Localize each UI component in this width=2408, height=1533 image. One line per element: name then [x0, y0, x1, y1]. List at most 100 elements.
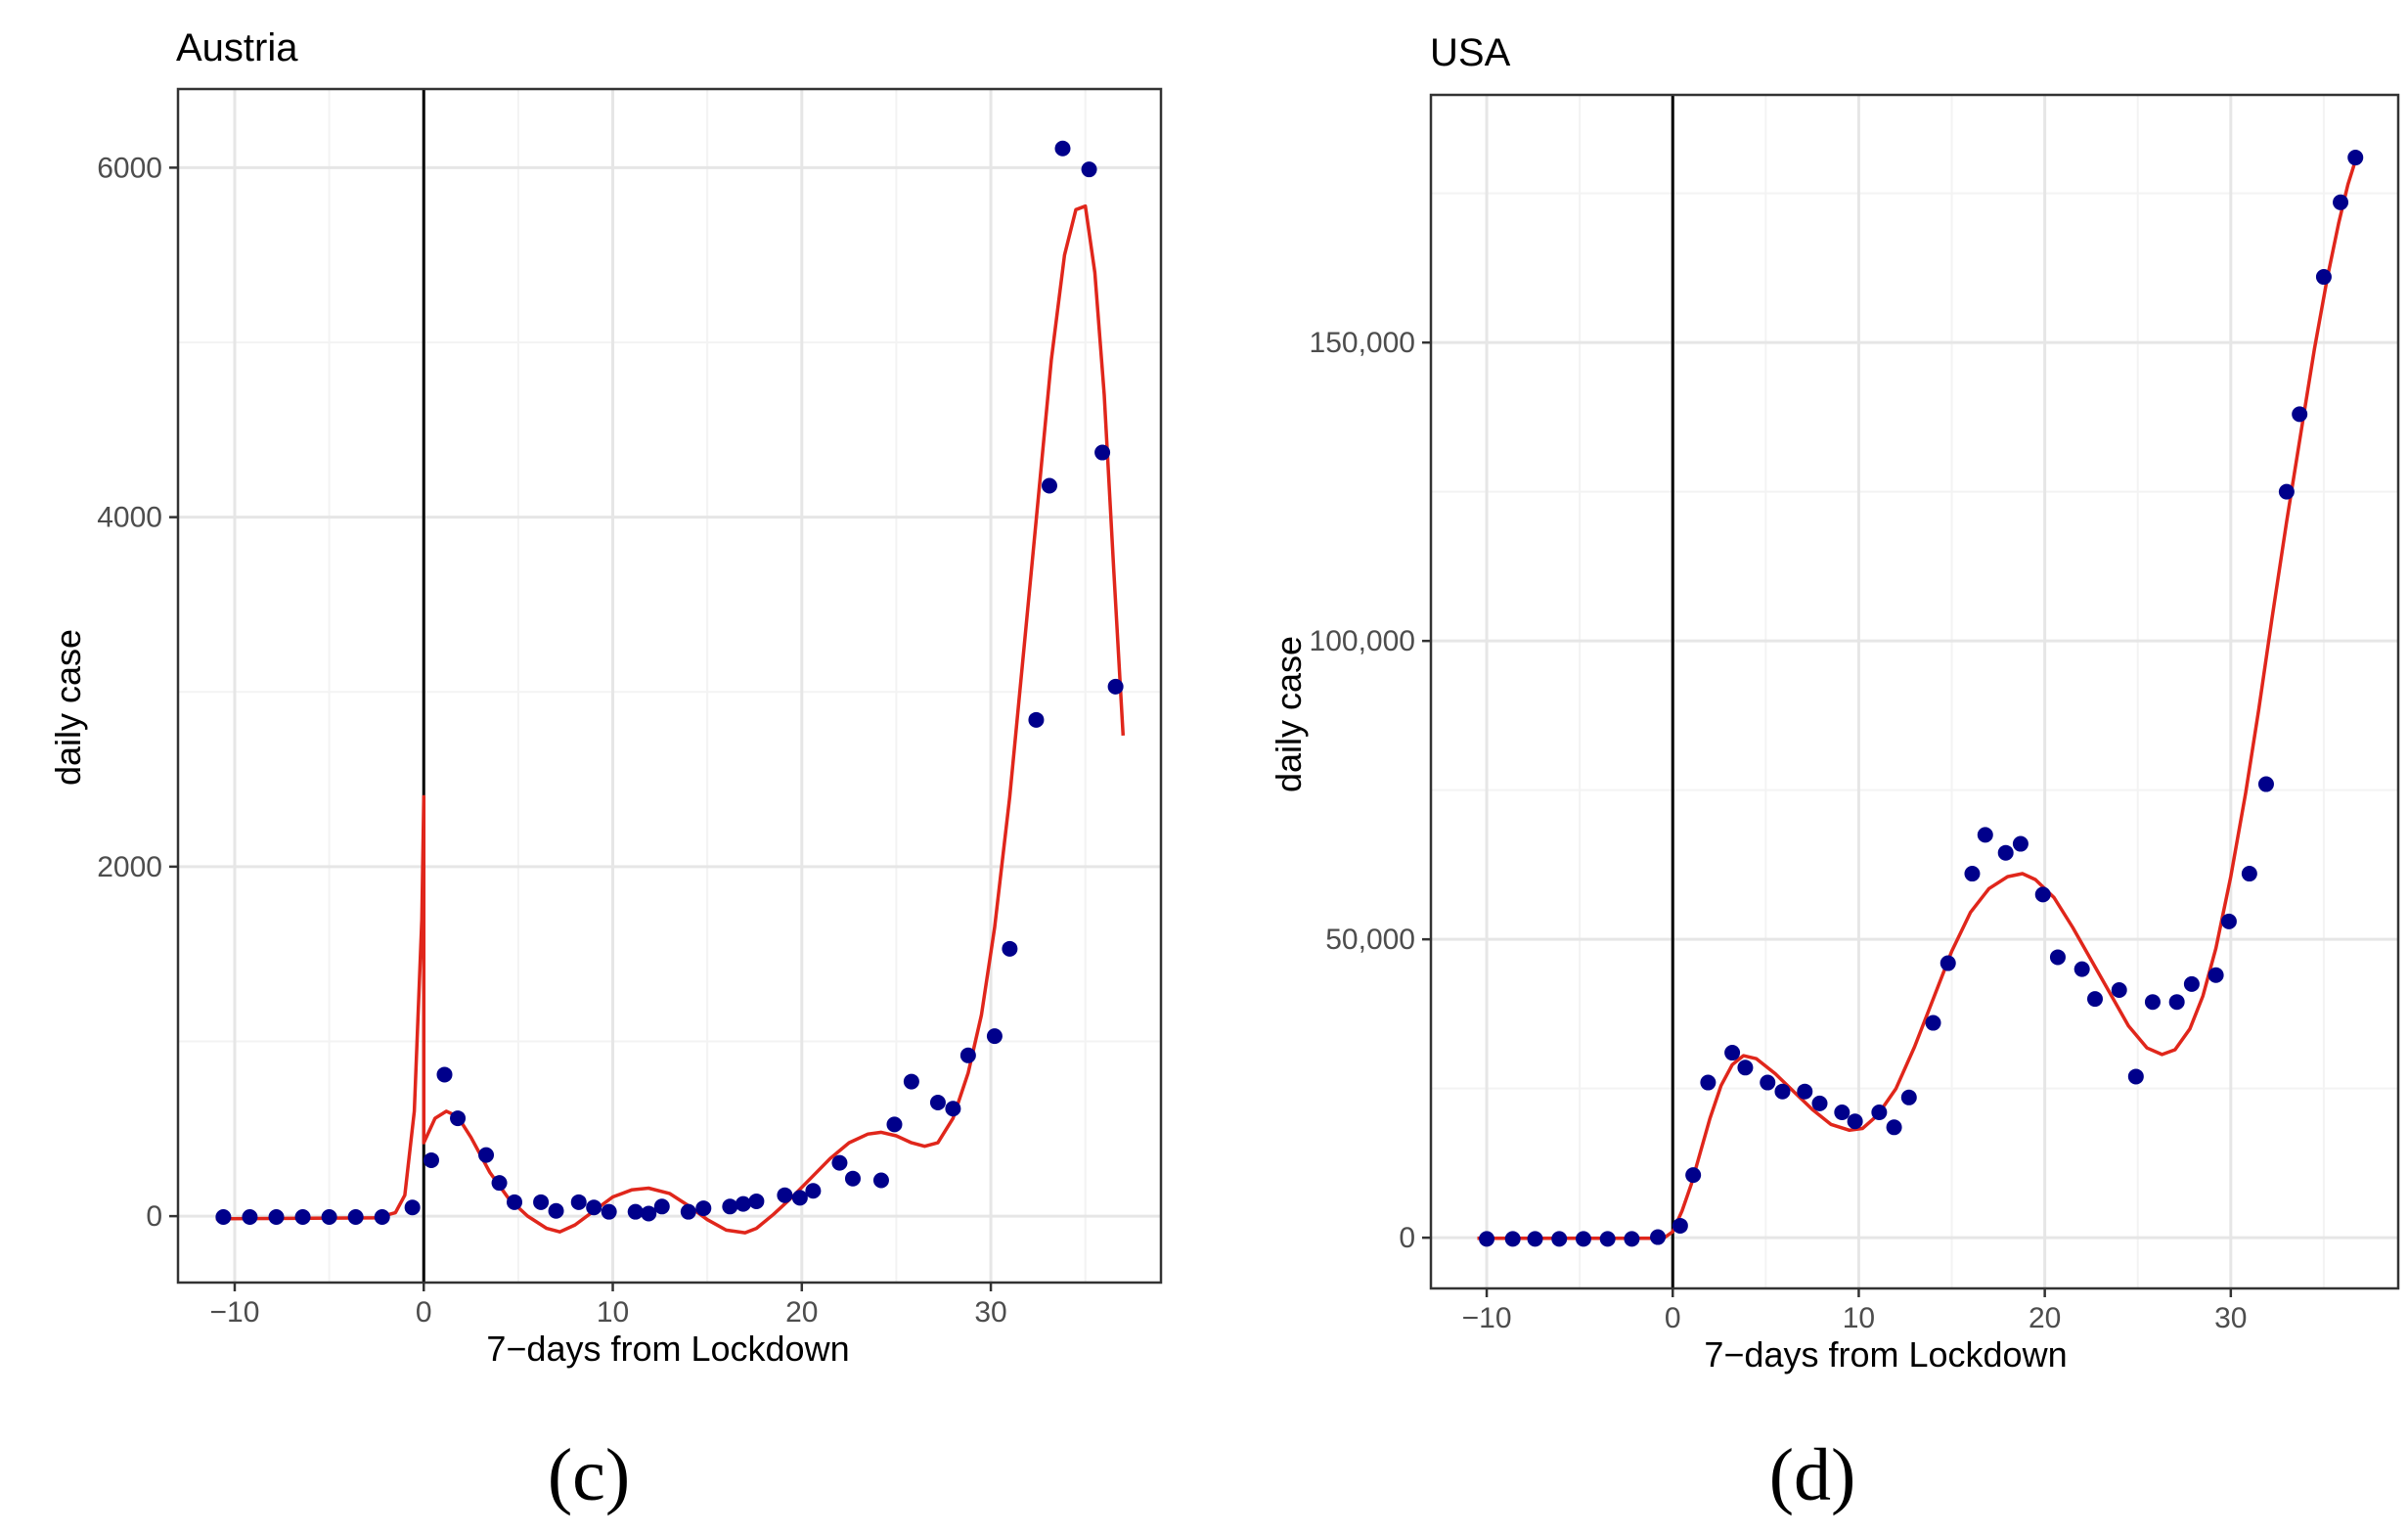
data-point — [2278, 483, 2295, 500]
x-tick-label: 30 — [974, 1296, 1006, 1329]
data-point — [570, 1194, 587, 1210]
data-point — [321, 1209, 337, 1226]
data-point — [1599, 1231, 1616, 1247]
data-point — [2074, 961, 2090, 977]
data-point — [777, 1187, 793, 1203]
panel-label: (c) — [548, 1434, 630, 1516]
data-point — [1737, 1060, 1754, 1076]
data-point — [2333, 194, 2349, 210]
data-point — [2034, 886, 2051, 903]
data-point — [1997, 844, 2014, 861]
data-point — [680, 1203, 696, 1220]
data-point — [2183, 975, 2200, 992]
data-point — [215, 1209, 232, 1226]
data-point — [831, 1154, 848, 1171]
y-tick-label: 0 — [1399, 1222, 1415, 1254]
data-point — [1672, 1217, 1688, 1234]
data-point — [1551, 1231, 1568, 1247]
x-tick-label: −10 — [1462, 1302, 1512, 1334]
x-tick-label: 0 — [416, 1296, 432, 1329]
data-point — [1041, 477, 1057, 494]
data-point — [294, 1209, 311, 1226]
y-tick-label: 6000 — [97, 152, 162, 184]
data-point — [533, 1194, 550, 1210]
panel-label: (d) — [1769, 1434, 1856, 1516]
chart-austria: Austria daily case 7−days from Lockdown … — [48, 26, 1163, 1516]
x-tick-label: −10 — [210, 1296, 260, 1329]
data-point — [1624, 1231, 1640, 1247]
y-axis-label-text: daily case — [1269, 636, 1309, 792]
data-point — [436, 1066, 453, 1083]
data-point — [2111, 982, 2127, 998]
data-points — [1479, 150, 2364, 1247]
data-point — [478, 1147, 495, 1163]
data-point — [1054, 140, 1071, 157]
data-point — [586, 1199, 602, 1216]
data-point — [903, 1073, 919, 1090]
data-point — [347, 1209, 364, 1226]
y-tick-label: 150,000 — [1310, 327, 1415, 359]
gridlines — [178, 89, 1161, 1283]
data-point — [1002, 940, 1018, 957]
data-point — [2012, 835, 2029, 852]
data-point — [1685, 1167, 1702, 1184]
x-axis-ticks: −10 0 10 20 30 — [1462, 1288, 2248, 1334]
chart-title: Austria — [176, 26, 298, 69]
chart-title: USA — [1430, 31, 1511, 74]
data-point — [872, 1172, 889, 1189]
y-tick-label: 4000 — [97, 502, 162, 534]
data-point — [1811, 1095, 1828, 1111]
y-tick-label: 50,000 — [1325, 924, 1415, 956]
x-tick-label: 10 — [597, 1296, 629, 1329]
y-axis-label: daily case — [48, 629, 88, 786]
data-point — [1107, 678, 1124, 695]
data-point — [1527, 1231, 1543, 1247]
y-tick-label: 100,000 — [1310, 625, 1415, 657]
data-point — [2144, 994, 2161, 1011]
data-point — [548, 1202, 564, 1219]
data-points — [215, 140, 1124, 1226]
fit-curve — [215, 203, 1126, 1235]
data-point — [1847, 1113, 1863, 1130]
data-point — [450, 1110, 467, 1127]
data-point — [2257, 776, 2274, 792]
data-point — [2127, 1068, 2144, 1085]
data-point — [2049, 949, 2066, 966]
x-tick-label: 30 — [2214, 1302, 2247, 1334]
y-tick-label: 2000 — [97, 851, 162, 883]
x-tick-label: 10 — [1843, 1302, 1875, 1334]
data-point — [1700, 1074, 1717, 1091]
data-point — [805, 1183, 822, 1199]
data-point — [695, 1200, 712, 1217]
data-point — [1028, 711, 1045, 728]
y-axis-label-text: daily case — [48, 629, 88, 786]
x-axis-label: 7−days from Lockdown — [486, 1329, 849, 1369]
data-point — [2241, 866, 2257, 882]
data-point — [2220, 913, 2237, 929]
gridlines — [1431, 95, 2398, 1288]
data-point — [2207, 967, 2224, 983]
data-point — [2086, 991, 2103, 1008]
data-point — [653, 1198, 670, 1215]
data-point — [986, 1028, 1003, 1045]
y-axis-ticks: 0 2000 4000 6000 — [97, 152, 178, 1233]
x-tick-label: 20 — [2029, 1302, 2061, 1334]
data-point — [844, 1170, 861, 1187]
data-point — [748, 1193, 765, 1209]
data-point — [1760, 1074, 1776, 1091]
data-point — [1575, 1231, 1591, 1247]
y-axis-label: daily case — [1269, 636, 1309, 792]
data-point — [1977, 827, 1993, 843]
data-point — [1724, 1045, 1741, 1061]
data-point — [1871, 1105, 1888, 1121]
data-point — [791, 1190, 808, 1206]
data-point — [1886, 1119, 1902, 1136]
data-point — [722, 1198, 738, 1215]
data-point — [2292, 406, 2308, 423]
data-point — [374, 1209, 390, 1226]
data-point — [268, 1209, 285, 1226]
data-point — [1940, 955, 1956, 971]
x-tick-label: 0 — [1665, 1302, 1681, 1334]
data-point — [601, 1203, 617, 1220]
